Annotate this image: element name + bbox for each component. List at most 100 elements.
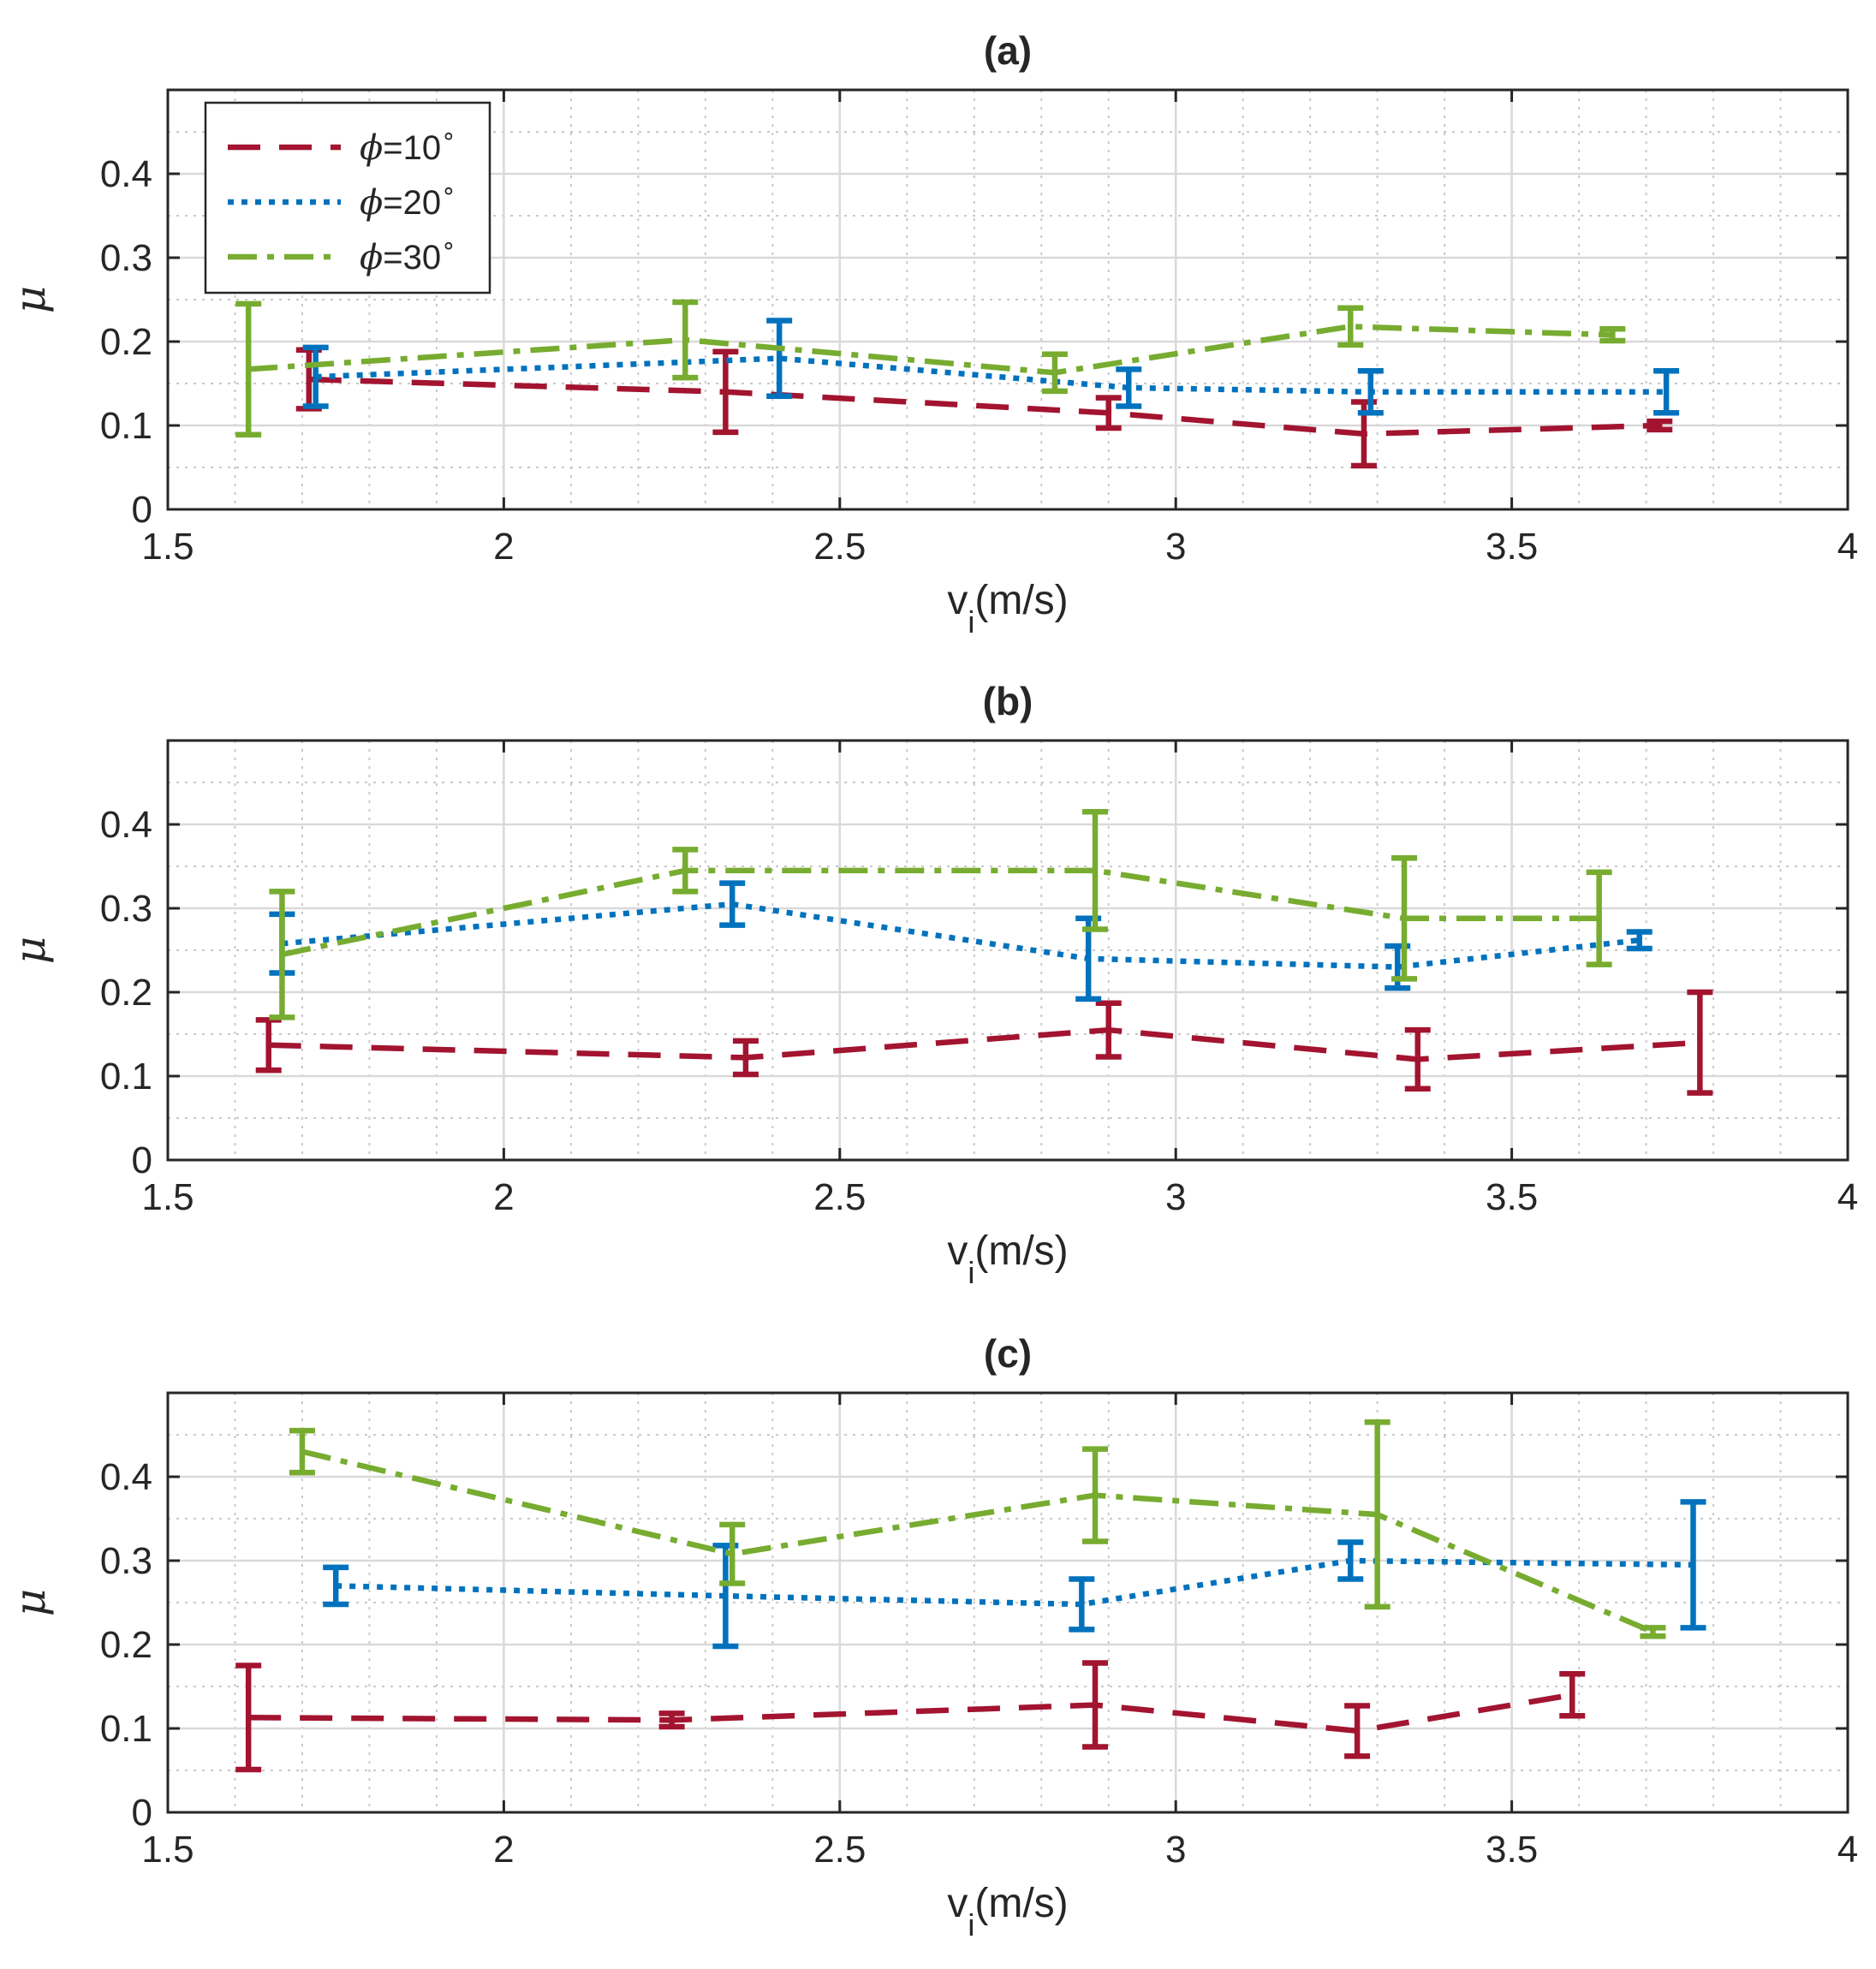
error-bar	[712, 348, 739, 436]
y-tick-label: 0.2	[100, 972, 152, 1014]
y-tick-label: 0.1	[100, 1056, 152, 1098]
error-bar	[1640, 1625, 1666, 1639]
legend-label-phi10: ϕ=10∘	[360, 122, 456, 168]
legend-label-phi20: ϕ=20∘	[360, 177, 456, 223]
y-tick-label: 0	[132, 489, 152, 531]
error-bar	[1095, 395, 1122, 431]
panel-c: 1.5 2 2.5 3 3.5 4 0 0.1 0.2 0.3 0.4 (c) vi(m/s) μ	[5, 1331, 1858, 1942]
error-bar	[1082, 1660, 1109, 1750]
panel-title: (c)	[984, 1331, 1032, 1376]
y-tick-label: 0.3	[100, 237, 152, 279]
x-tick-label: 4	[1837, 1829, 1858, 1871]
error-bar	[1599, 326, 1626, 344]
x-tick-label: 2	[493, 1176, 514, 1218]
axes-frame	[166, 88, 1849, 511]
axes-frame	[166, 739, 1849, 1162]
series-phi10	[255, 989, 1713, 1096]
y-tick-label: 0.2	[100, 321, 152, 363]
x-tick-label: 1.5	[141, 1829, 194, 1871]
series-phi30	[235, 299, 1626, 438]
error-bar	[1357, 368, 1384, 416]
panel-a: 1.5 2 2.5 3 3.5 4 0 0.1 0.2 0.3 0.4 (a) vi(m/s) μ ϕ=10…	[5, 28, 1858, 639]
series-phi30	[269, 809, 1612, 1020]
series-phi10	[235, 1660, 1586, 1773]
x-tick-label: 1.5	[141, 1176, 194, 1218]
y-axis-label: μ	[5, 937, 55, 965]
y-tick-label: 0.4	[100, 804, 152, 846]
error-bar	[1082, 1446, 1109, 1544]
error-bar	[1559, 1671, 1586, 1719]
series-line-phi20	[315, 355, 1667, 396]
error-bar	[1647, 418, 1673, 433]
error-bar	[1337, 1539, 1364, 1582]
error-bar	[323, 1564, 349, 1608]
x-axis-label: vi(m/s)	[947, 1881, 1068, 1942]
error-bar	[1116, 366, 1142, 409]
panel-title: (b)	[983, 679, 1033, 723]
x-axis-label: vi(m/s)	[947, 1228, 1068, 1290]
error-bar	[1344, 1703, 1371, 1759]
y-tick-label: 0.3	[100, 1540, 152, 1582]
y-tick-label: 0.1	[100, 405, 152, 447]
series-phi20	[323, 1499, 1706, 1650]
series-phi20	[302, 318, 1680, 416]
error-bar	[1687, 989, 1713, 1096]
error-bar	[1680, 1499, 1706, 1631]
error-bar	[1069, 1576, 1095, 1633]
error-bar	[1586, 869, 1612, 967]
y-tick-label: 0	[132, 1139, 152, 1181]
series-line-phi30	[281, 867, 1599, 958]
error-bar	[1626, 929, 1653, 952]
x-tick-label: 4	[1837, 526, 1858, 568]
error-bar	[1337, 305, 1364, 348]
legend-label-phi30: ϕ=30∘	[360, 232, 456, 277]
series-phi30	[289, 1419, 1666, 1639]
x-tick-label: 3.5	[1486, 1176, 1538, 1218]
x-tick-label: 4	[1837, 1176, 1858, 1218]
x-tick-label: 3	[1165, 526, 1186, 568]
error-bar	[719, 1521, 746, 1586]
error-bar	[1095, 1000, 1122, 1060]
panel-title: (a)	[984, 28, 1032, 73]
error-bar	[1391, 854, 1418, 982]
error-bar	[1653, 368, 1680, 416]
axes-frame	[166, 1391, 1849, 1814]
error-bar	[1364, 1419, 1391, 1610]
x-tick-label: 3.5	[1486, 1829, 1538, 1871]
grid	[166, 741, 1849, 1162]
error-bar	[302, 344, 329, 409]
error-bar	[658, 1710, 685, 1730]
x-tick-label: 3	[1165, 1829, 1186, 1871]
x-tick-label: 3	[1165, 1176, 1186, 1218]
y-tick-label: 0.1	[100, 1708, 152, 1750]
error-bar	[235, 300, 262, 438]
error-bar	[1041, 351, 1068, 395]
error-bar	[235, 1663, 262, 1773]
y-tick-label: 0.4	[100, 153, 152, 195]
error-bar	[1404, 1026, 1431, 1092]
error-bar	[672, 847, 699, 895]
y-axis-label: μ	[5, 286, 55, 314]
error-bar	[719, 880, 746, 928]
y-tick-label: 0	[132, 1792, 152, 1834]
legend: ϕ=10∘ ϕ=20∘ ϕ=30∘	[204, 101, 491, 294]
x-tick-label: 2	[493, 526, 514, 568]
y-tick-label: 0.3	[100, 888, 152, 930]
x-tick-label: 1.5	[141, 526, 194, 568]
y-tick-label: 0.4	[100, 1456, 152, 1498]
error-bar	[1082, 809, 1109, 932]
error-bar	[672, 299, 699, 381]
panel-b: 1.5 2 2.5 3 3.5 4 0 0.1 0.2 0.3 0.4 (b) vi(m/s) μ	[5, 679, 1858, 1290]
x-tick-label: 2.5	[813, 526, 866, 568]
error-bar	[766, 318, 793, 399]
error-bar	[732, 1038, 759, 1078]
x-tick-label: 2	[493, 1829, 514, 1871]
error-bar	[289, 1427, 315, 1476]
x-tick-label: 2.5	[813, 1176, 866, 1218]
x-tick-label: 2.5	[813, 1829, 866, 1871]
error-bar	[269, 889, 295, 1020]
legend-box	[204, 101, 491, 294]
x-tick-label: 3.5	[1486, 526, 1538, 568]
y-axis-label: μ	[5, 1589, 55, 1617]
